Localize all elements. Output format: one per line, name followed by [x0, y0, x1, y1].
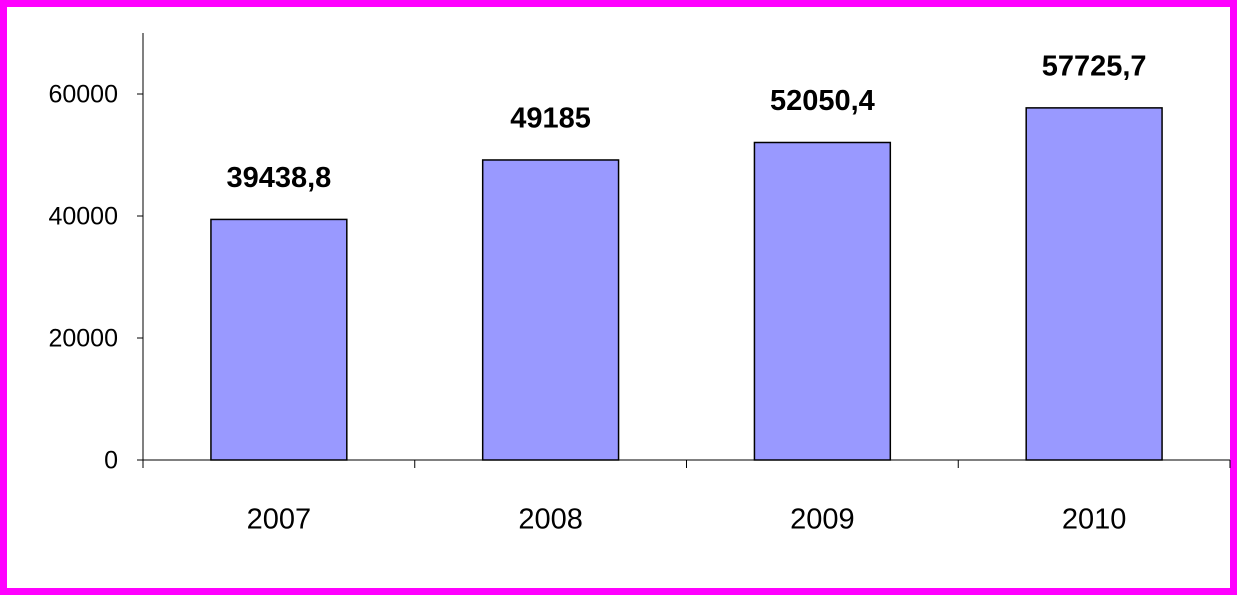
y-tick-label: 0 [104, 447, 118, 475]
y-tick-label: 20000 [48, 325, 118, 353]
y-tick-label: 60000 [48, 81, 118, 109]
bar [753, 141, 892, 461]
y-tick-label: 40000 [48, 203, 118, 231]
x-tick-label: 2008 [518, 504, 583, 536]
value-label: 49185 [510, 103, 591, 135]
bar [1025, 107, 1163, 461]
x-tick-label: 2010 [1062, 504, 1127, 536]
bar [210, 218, 348, 461]
x-tick-label: 2009 [790, 504, 855, 536]
bar [481, 159, 620, 461]
value-label: 57725,7 [1042, 51, 1147, 83]
x-tick-label: 2007 [247, 504, 312, 536]
value-label: 39438,8 [226, 162, 331, 194]
value-label: 52050,4 [770, 85, 875, 117]
